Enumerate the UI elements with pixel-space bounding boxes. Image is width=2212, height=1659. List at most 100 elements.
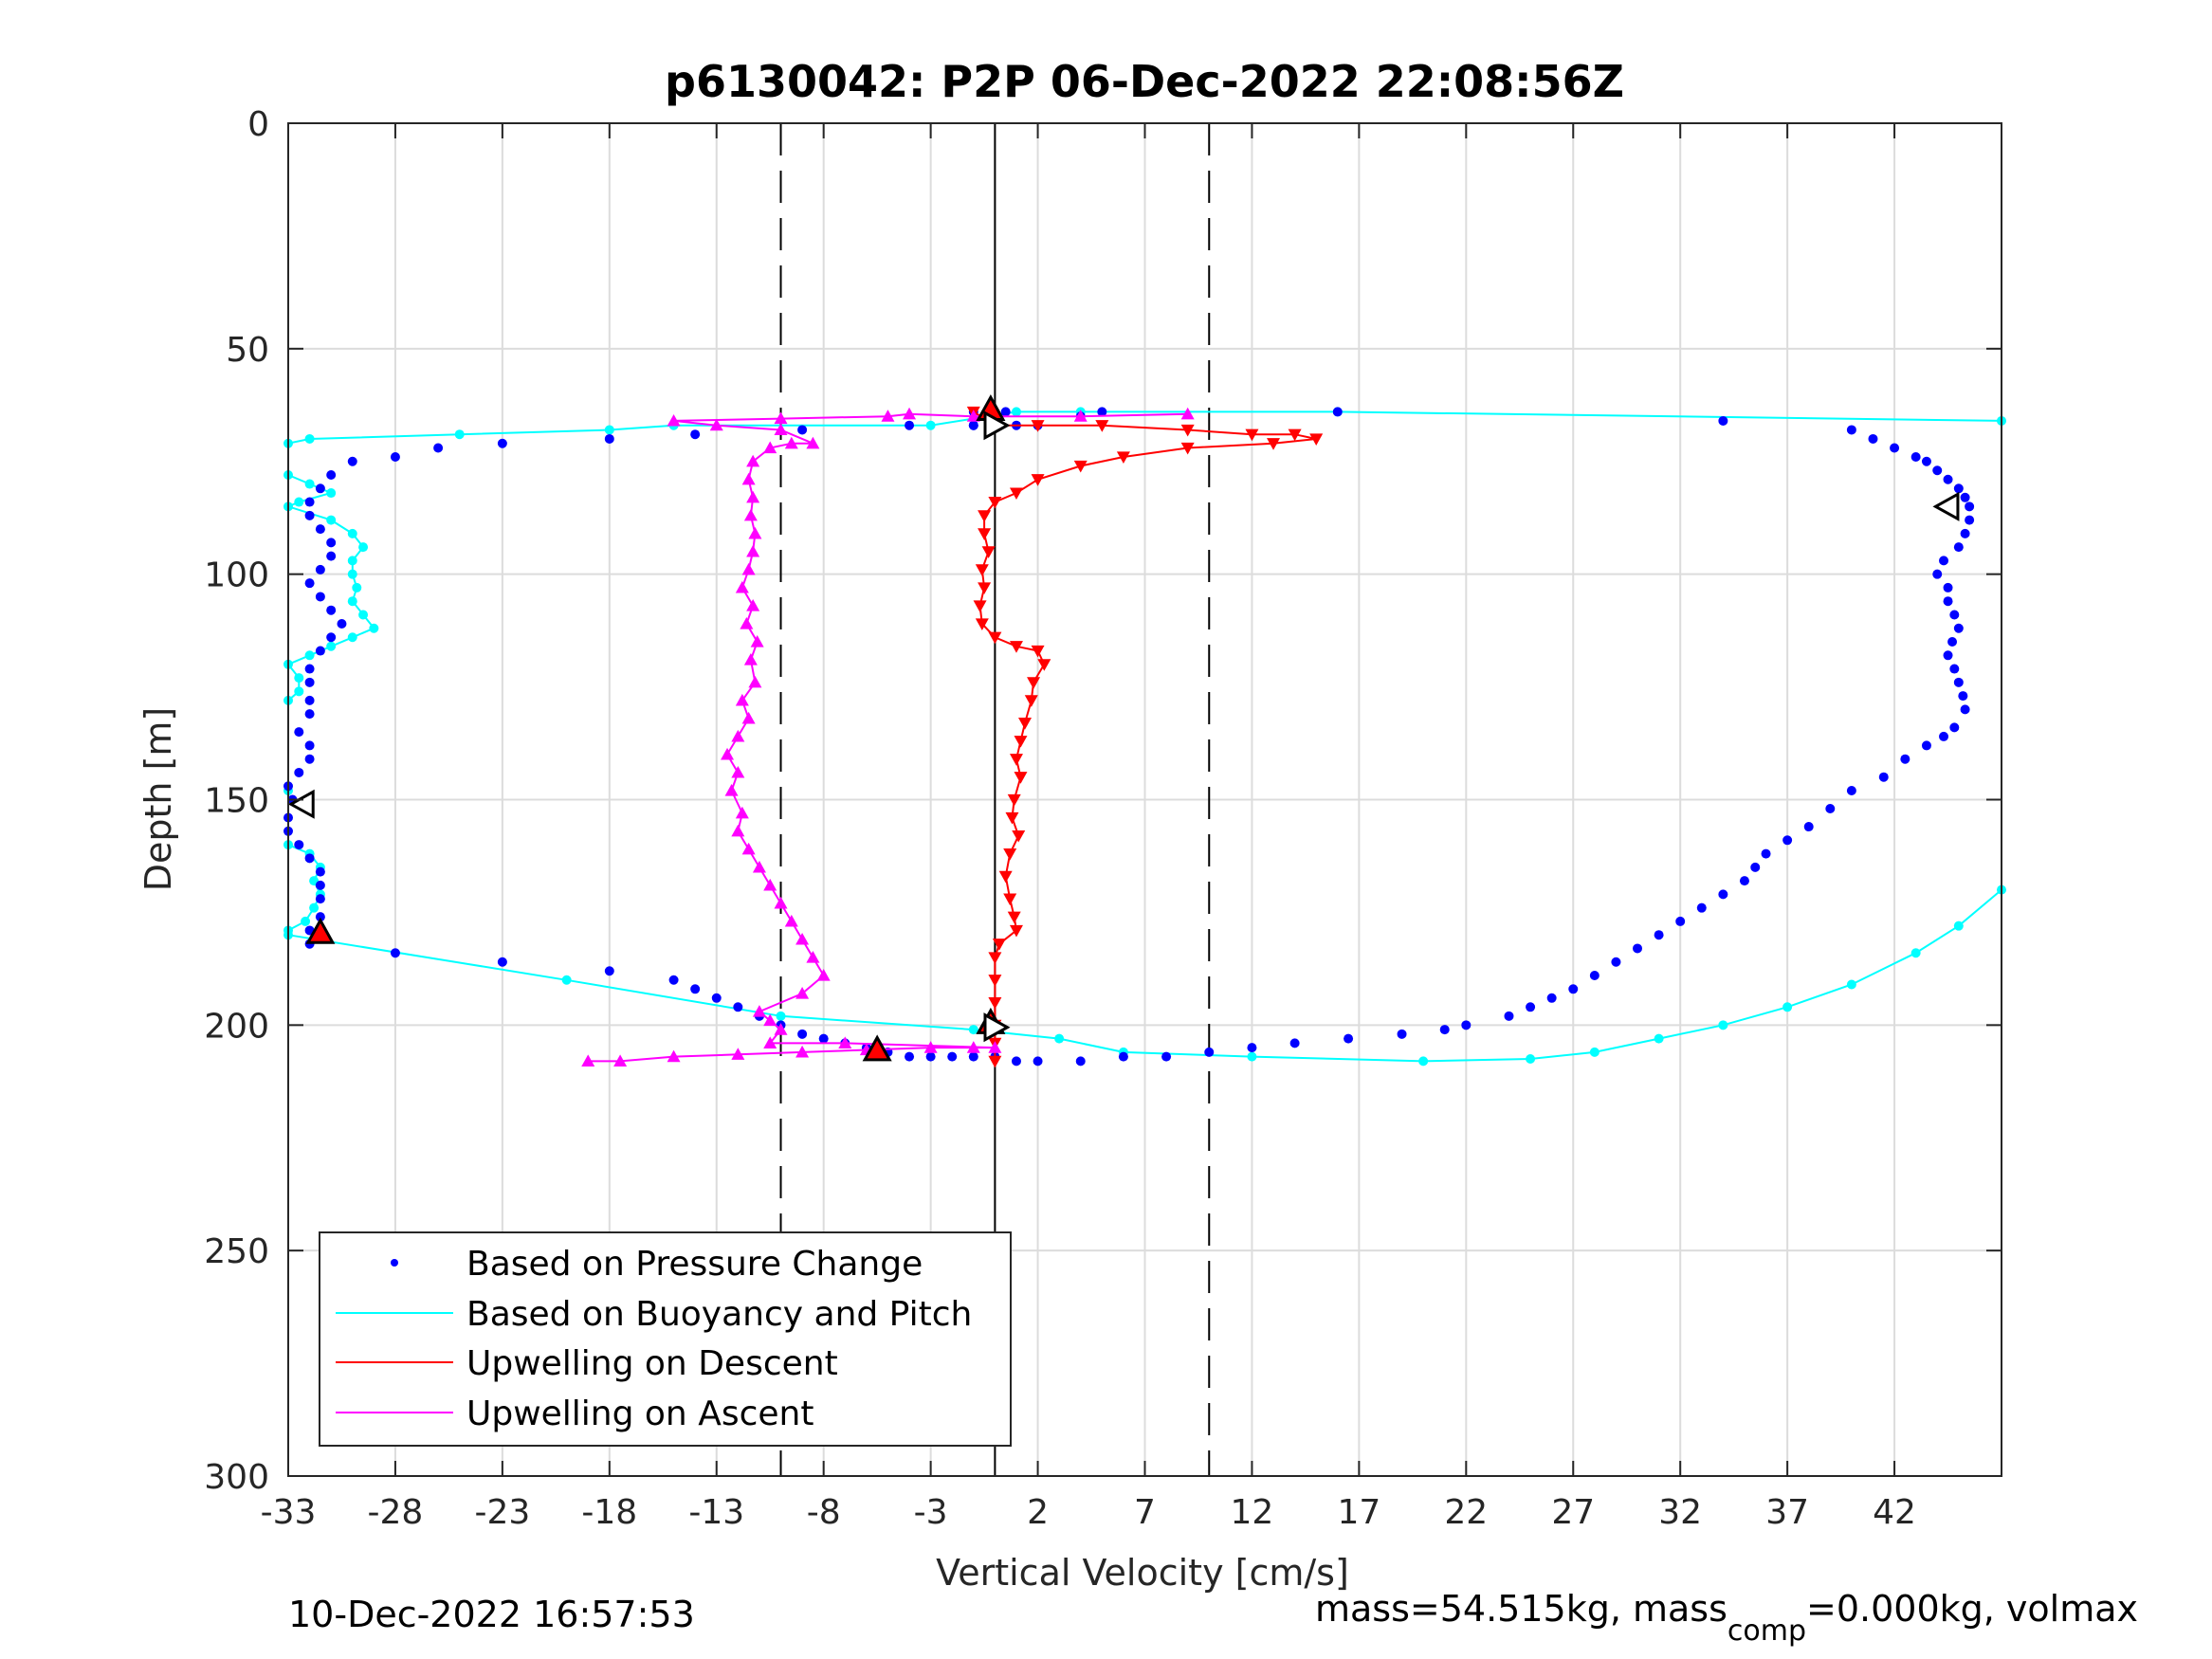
- data-point: [763, 441, 777, 454]
- data-point: [613, 1054, 628, 1066]
- data-point: [1095, 420, 1109, 432]
- footer-timestamp: 10-Dec-2022 16:57:53: [288, 1594, 695, 1635]
- data-point: [304, 479, 315, 489]
- data-point: [905, 420, 915, 430]
- event-marker: [287, 789, 315, 819]
- data-point: [1116, 451, 1130, 464]
- data-point: [1958, 691, 1968, 702]
- data-point: [1344, 1033, 1354, 1044]
- data-point: [746, 544, 760, 557]
- data-point: [763, 1036, 777, 1048]
- data-point: [1921, 740, 1931, 751]
- x-tick-label: 27: [1551, 1493, 1595, 1532]
- data-point: [347, 596, 357, 607]
- data-point: [988, 631, 1002, 645]
- data-point: [709, 418, 723, 431]
- data-point: [304, 695, 315, 705]
- data-point: [735, 806, 749, 819]
- data-point: [1900, 754, 1910, 764]
- y-tick-label: 100: [204, 556, 269, 595]
- data-point: [1921, 456, 1931, 466]
- data-point: [746, 490, 760, 503]
- data-point: [358, 610, 369, 620]
- x-tick-label: 12: [1231, 1493, 1274, 1532]
- data-point: [690, 984, 701, 994]
- data-point: [352, 582, 362, 592]
- data-point: [1247, 1051, 1257, 1062]
- x-axis-label: Vertical Velocity [cm/s]: [936, 1552, 1349, 1594]
- data-point: [1031, 645, 1045, 658]
- data-point: [1943, 582, 1953, 592]
- data-point: [1949, 722, 1960, 733]
- data-point: [581, 1054, 595, 1066]
- y-tick-label: 250: [204, 1232, 269, 1271]
- data-point: [1947, 637, 1958, 647]
- data-point: [925, 1051, 936, 1062]
- data-point: [294, 767, 304, 777]
- data-point: [743, 508, 758, 521]
- data-point: [1846, 425, 1856, 435]
- data-point: [1118, 1051, 1128, 1062]
- data-point: [1054, 1033, 1065, 1044]
- data-point: [992, 939, 1006, 951]
- data-point: [784, 914, 798, 927]
- data-point: [795, 1045, 810, 1058]
- data-point: [326, 641, 337, 651]
- data-point: [776, 1011, 786, 1021]
- data-point: [315, 524, 325, 535]
- data-point: [752, 1005, 766, 1017]
- data-point: [973, 600, 987, 612]
- event-marker: [1932, 491, 1960, 521]
- data-point: [1953, 623, 1964, 633]
- legend-label-pressure: Based on Pressure Change: [466, 1245, 923, 1284]
- data-point: [347, 528, 357, 538]
- event-marker: [983, 1012, 1011, 1043]
- data-point: [774, 1023, 788, 1035]
- data-point: [905, 1051, 915, 1062]
- data-point: [315, 646, 325, 656]
- data-point: [347, 569, 357, 579]
- data-point: [347, 632, 357, 643]
- data-point: [741, 562, 756, 575]
- data-point: [358, 542, 369, 553]
- event-marker: [305, 917, 336, 944]
- data-point: [315, 880, 325, 890]
- data-point: [981, 546, 996, 558]
- data-point: [1003, 893, 1017, 906]
- data-point: [1073, 460, 1088, 473]
- data-point: [975, 564, 989, 576]
- data-point: [304, 664, 315, 674]
- data-point: [731, 1048, 745, 1060]
- data-point: [1949, 610, 1960, 620]
- y-tick-label: 300: [204, 1458, 269, 1497]
- data-point: [1803, 822, 1814, 832]
- data-point: [1031, 474, 1045, 486]
- data-point: [304, 754, 315, 764]
- data-point: [294, 840, 304, 850]
- data-point: [774, 423, 788, 436]
- data-point: [988, 952, 1002, 964]
- data-point: [1018, 718, 1033, 730]
- x-tick-label: -8: [807, 1493, 841, 1532]
- footer-mass-text: mass=54.515kg, mass: [1315, 1588, 1728, 1630]
- data-point: [1750, 862, 1761, 872]
- data-point: [1007, 793, 1021, 807]
- data-point: [1953, 921, 1964, 931]
- data-point: [1782, 835, 1793, 846]
- data-point: [1611, 957, 1621, 967]
- data-point: [818, 1033, 829, 1044]
- data-point: [1825, 804, 1836, 814]
- data-point: [1504, 1011, 1514, 1021]
- legend-label-buoyancy: Based on Buoyancy and Pitch: [466, 1295, 972, 1334]
- event-marker: [862, 1034, 892, 1062]
- data-point: [748, 526, 762, 539]
- data-point: [1953, 483, 1964, 494]
- data-point: [1289, 1038, 1300, 1048]
- data-point: [1949, 664, 1960, 674]
- data-point: [741, 472, 756, 485]
- data-point: [1180, 407, 1195, 420]
- data-point: [1868, 433, 1878, 444]
- data-point: [988, 975, 1002, 987]
- x-tick-label: -3: [914, 1493, 948, 1532]
- data-point: [1846, 785, 1856, 795]
